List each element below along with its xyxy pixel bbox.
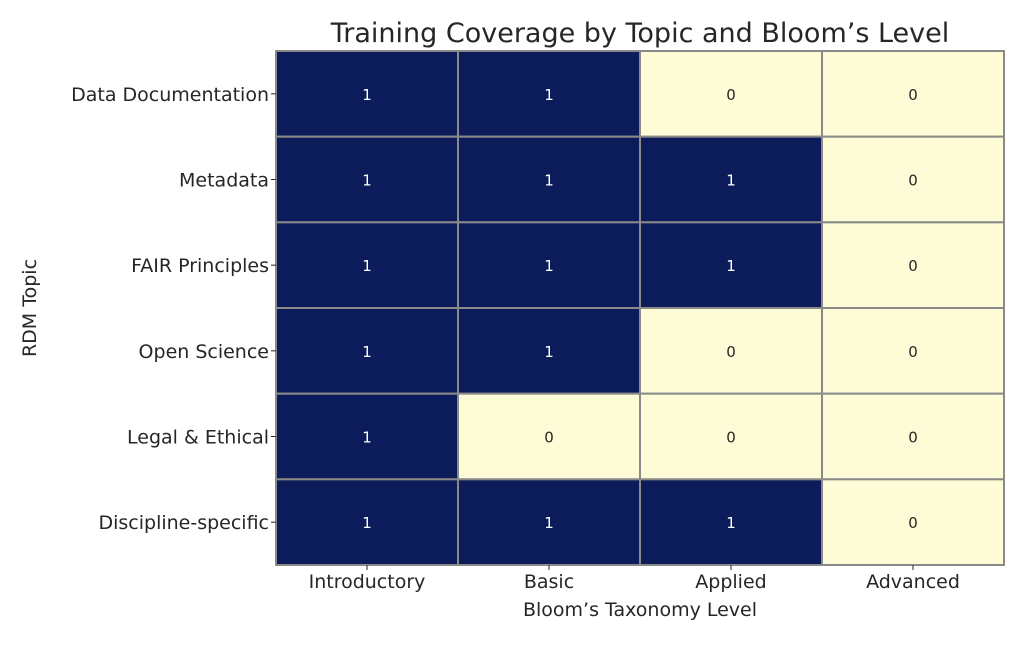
y-tick-label: Metadata xyxy=(179,170,269,192)
heatmap-cell xyxy=(821,478,1005,567)
cell-value-label: 0 xyxy=(908,172,918,190)
cell-value-label: 1 xyxy=(362,257,372,275)
y-tick-label: FAIR Principles xyxy=(131,255,269,277)
cell-value-label: 0 xyxy=(544,429,554,447)
cell-value-label: 1 xyxy=(544,514,554,532)
cell-value-label: 0 xyxy=(908,429,918,447)
y-tick-label: Data Documentation xyxy=(71,84,269,106)
cell-value-label: 1 xyxy=(362,429,372,447)
cell-value-label: 1 xyxy=(362,172,372,190)
chart-title: Training Coverage by Topic and Bloom’s L… xyxy=(330,18,950,49)
heatmap-cell xyxy=(639,478,823,567)
x-axis-ticks: Introductory Basic Applied Advanced xyxy=(309,565,960,593)
cell-value-label: 0 xyxy=(726,86,736,104)
heatmap-cell xyxy=(639,50,823,138)
cell-value-label: 1 xyxy=(544,172,554,190)
heatmap-cell xyxy=(457,478,641,567)
heatmap-cell xyxy=(821,392,1005,481)
y-tick-label: Legal & Ethical xyxy=(127,427,269,449)
cell-value-label: 1 xyxy=(544,257,554,275)
cell-value-label: 1 xyxy=(544,86,554,104)
cell-value-label: 1 xyxy=(726,172,736,190)
heatmap-cell xyxy=(821,135,1005,224)
y-axis-ticks: Data Documentation Metadata FAIR Principle… xyxy=(71,84,276,534)
heatmap-cell xyxy=(821,307,1005,395)
x-tick-label: Applied xyxy=(695,571,766,593)
cell-value-label: 0 xyxy=(726,429,736,447)
x-tick-label: Basic xyxy=(524,571,574,593)
heatmap-cell xyxy=(821,221,1005,309)
cell-value-label: 1 xyxy=(362,86,372,104)
cell-value-label: 1 xyxy=(362,343,372,361)
cell-value-label: 0 xyxy=(908,86,918,104)
cell-value-label: 1 xyxy=(726,257,736,275)
heatmap-cell xyxy=(821,50,1005,138)
heatmap-cell xyxy=(457,135,641,224)
heatmap-cell xyxy=(275,478,459,567)
x-tick-label: Introductory xyxy=(309,571,426,593)
cell-value-label: 0 xyxy=(908,257,918,275)
cell-value-label: 0 xyxy=(908,514,918,532)
heatmap-cell xyxy=(457,221,641,309)
x-axis-label: Bloom’s Taxonomy Level xyxy=(523,599,757,621)
y-axis-label: RDM Topic xyxy=(19,259,41,357)
cell-value-label: 1 xyxy=(362,514,372,532)
y-tick-label: Discipline-specific xyxy=(98,512,269,534)
x-tick-label: Advanced xyxy=(866,571,960,593)
heatmap-cell xyxy=(457,50,641,138)
heatmap-cell xyxy=(275,50,459,138)
y-tick-label: Open Science xyxy=(139,341,269,363)
heatmap-cell xyxy=(639,392,823,481)
cell-value-label: 0 xyxy=(726,343,736,361)
cell-value-label: 1 xyxy=(544,343,554,361)
heatmap-cell xyxy=(457,392,641,481)
cell-value-label: 1 xyxy=(726,514,736,532)
heatmap-cells: 1 1 0 0 1 1 1 0 1 1 1 0 1 1 0 0 1 0 0 0 1 1 1 0 xyxy=(275,50,1005,567)
heatmap-cell xyxy=(457,307,641,395)
cell-value-label: 0 xyxy=(908,343,918,361)
